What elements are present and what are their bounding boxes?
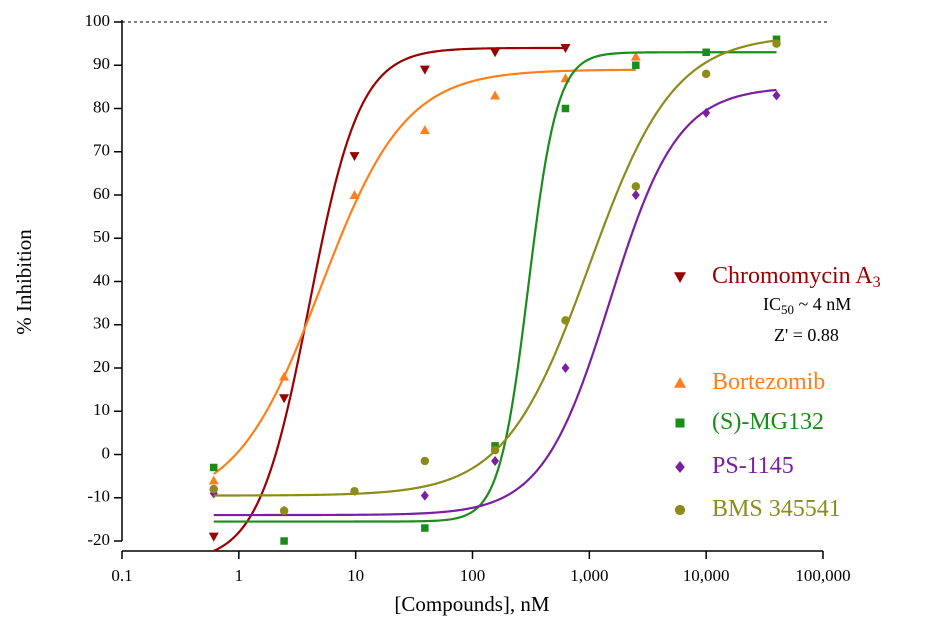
marker	[772, 90, 781, 101]
y-tick-label: 90	[93, 54, 110, 73]
marker	[490, 90, 501, 100]
legend-name: Bortezomib	[712, 369, 825, 395]
marker	[279, 394, 290, 404]
y-tick-label: 50	[93, 227, 110, 246]
legend-marker	[674, 377, 686, 388]
marker	[349, 190, 360, 199]
legend-name: Chromomycin A	[712, 263, 873, 289]
marker	[701, 69, 711, 79]
marker	[772, 39, 781, 48]
y-tick-label: 80	[93, 97, 110, 116]
marker	[208, 475, 219, 485]
marker	[630, 51, 641, 61]
marker	[702, 48, 710, 57]
legend-marker	[674, 504, 686, 516]
x-tick-label: 1	[235, 566, 244, 585]
marker	[631, 182, 641, 191]
marker	[279, 506, 289, 515]
legend-name: PS-1145	[712, 453, 794, 479]
fit-curve	[213, 39, 777, 497]
marker	[560, 43, 571, 53]
marker	[419, 65, 430, 75]
fit-curve	[213, 88, 777, 517]
annotation: Z' = 0.88	[774, 325, 839, 345]
y-tick-label: 20	[93, 357, 110, 376]
legend-name: BMS 345541	[712, 496, 841, 522]
y-tick-label: 30	[93, 314, 110, 333]
legend-subscript: 3	[873, 274, 881, 291]
marker	[702, 107, 711, 118]
y-tick-label: 10	[93, 400, 110, 419]
marker	[349, 152, 360, 162]
x-tick-label: 10,000	[683, 566, 730, 585]
y-tick-label: 40	[93, 270, 110, 289]
marker	[491, 455, 500, 466]
y-tick-label: 0	[102, 443, 111, 462]
legend-label: PS-1145	[712, 453, 794, 479]
marker	[632, 61, 640, 69]
marker	[561, 363, 570, 373]
y-axis-title: % Inhibition	[12, 229, 36, 335]
marker	[491, 442, 499, 450]
annotation-part: IC	[763, 294, 781, 314]
marker	[631, 190, 640, 200]
x-axis-title: [Compounds], nM	[394, 592, 550, 616]
x-tick-label: 0.1	[111, 566, 132, 585]
y-tick-label: -20	[87, 530, 110, 549]
marker	[772, 35, 781, 44]
marker	[279, 371, 290, 381]
marker	[490, 48, 501, 58]
x-tick-label: 1,000	[570, 566, 608, 585]
y-tick-label: 100	[85, 11, 111, 30]
legend-label: (S)-MG132	[712, 409, 824, 435]
fit-curve	[213, 51, 777, 523]
marker	[420, 490, 429, 501]
legend-name: (S)-MG132	[712, 409, 824, 435]
fit-curve	[213, 46, 566, 552]
marker	[561, 104, 570, 113]
marker	[208, 532, 219, 542]
marker	[210, 463, 218, 472]
legend-label: Chromomycin A3	[712, 263, 881, 291]
marker	[209, 484, 219, 494]
marker	[350, 487, 359, 496]
marker	[421, 524, 429, 532]
legend-marker	[674, 272, 686, 283]
legend-marker	[675, 461, 685, 473]
y-tick-label: -10	[87, 487, 110, 506]
marker	[280, 537, 288, 545]
marker	[420, 456, 430, 466]
legend-label: BMS 345541	[712, 496, 841, 522]
legend-marker	[675, 418, 685, 428]
x-tick-label: 100	[460, 566, 486, 585]
marker	[490, 445, 500, 455]
y-tick-label: 70	[93, 141, 110, 160]
marker	[419, 125, 430, 135]
annotation-part: ~ 4 nM	[794, 294, 851, 314]
y-tick-label: 60	[93, 184, 110, 203]
annotation-subscript: 50	[781, 302, 794, 317]
annotation: IC50 ~ 4 nM	[763, 294, 851, 317]
marker	[561, 316, 570, 325]
x-tick-label: 100,000	[795, 566, 850, 585]
x-tick-label: 10	[347, 566, 364, 585]
legend-label: Bortezomib	[712, 369, 825, 395]
